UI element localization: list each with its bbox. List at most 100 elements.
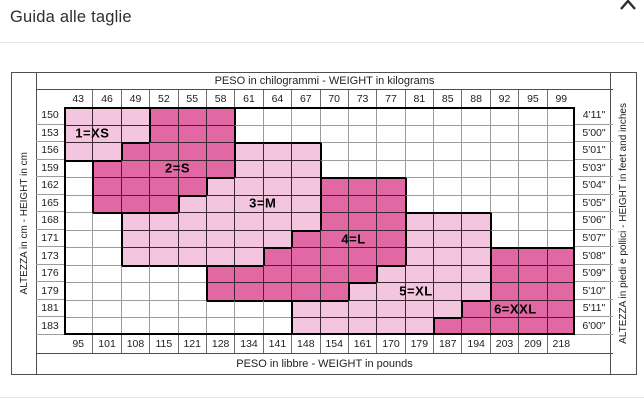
grid-cell — [120, 124, 150, 143]
grid-cell — [433, 124, 462, 143]
grid-cell — [376, 107, 405, 125]
grid-cell — [64, 229, 93, 248]
cm-value: 165 — [36, 195, 64, 213]
grid-cell — [205, 194, 235, 213]
grid-cell — [92, 229, 121, 248]
grid-cell — [347, 194, 377, 213]
grid-cell — [64, 124, 93, 143]
grid-cell — [149, 177, 178, 195]
grid-cell — [489, 107, 519, 125]
ftin-axis-column: 4'11" 5'00" 5'01" 5'03" 5'04" 5'05" 5'06" 5'07"… — [575, 107, 613, 335]
ftin-value: 5'00" — [575, 125, 613, 143]
grid-cell — [376, 229, 405, 248]
grid-cell — [347, 107, 377, 125]
grid-cell — [518, 177, 547, 195]
grid-cell — [518, 107, 547, 125]
grid-cell — [120, 247, 150, 265]
chevron-up-icon — [620, 0, 636, 10]
grid-cell — [546, 124, 575, 143]
grid-cell — [376, 282, 405, 300]
lb-value: 161 — [347, 335, 376, 353]
cm-value: 150 — [36, 107, 64, 125]
grid-cell — [291, 124, 320, 143]
lb-value: 203 — [489, 335, 518, 353]
grid-cell — [546, 229, 575, 248]
grid-cell — [518, 299, 547, 318]
kg-value: 95 — [518, 90, 546, 107]
grid-cell — [149, 299, 178, 318]
grid-cell — [64, 142, 93, 160]
size-zone-label: 1=XS — [75, 125, 110, 141]
grid-cell — [347, 247, 377, 265]
grid-cell — [205, 212, 235, 230]
grid-cell — [404, 159, 434, 178]
grid-cell — [120, 159, 150, 178]
cm-value: 171 — [36, 230, 64, 248]
grid-cell — [291, 317, 320, 335]
ftin-value: 5'09" — [575, 265, 613, 283]
kg-value: 85 — [433, 90, 461, 107]
grid-cell — [291, 264, 320, 283]
grid-cell — [64, 264, 93, 283]
grid-cell — [518, 317, 547, 335]
right-axis-label: ALTEZZA in piedi e pollici - HEIGHT in f… — [618, 103, 629, 344]
grid-cell — [489, 247, 519, 265]
collapse-button[interactable] — [617, 0, 639, 12]
grid-cell — [205, 282, 235, 300]
grid-cell — [234, 299, 263, 318]
lb-value: 187 — [433, 335, 461, 353]
grid-cell — [149, 282, 178, 300]
lb-value: 115 — [149, 335, 177, 353]
grid-cell — [404, 107, 434, 125]
grid-cell — [92, 194, 121, 213]
ftin-value: 5'06" — [575, 212, 613, 230]
lb-value: 141 — [262, 335, 291, 353]
ftin-value: 5'01" — [575, 142, 613, 160]
lb-value: 218 — [546, 335, 575, 353]
grid-cell — [149, 194, 178, 213]
grid-cell — [120, 317, 150, 335]
left-axis-label: ALTEZZA in cm - HEIGHT in cm — [18, 152, 30, 295]
grid-cell — [518, 264, 547, 283]
grid-cell — [149, 124, 178, 143]
grid-cell — [319, 229, 348, 248]
cm-value: 181 — [36, 300, 64, 318]
grid-cell — [92, 282, 121, 300]
grid-cell — [205, 124, 235, 143]
lb-value: 209 — [518, 335, 546, 353]
grid-cell — [404, 124, 434, 143]
grid-cell — [234, 229, 263, 248]
grid-cell — [347, 299, 377, 318]
grid-cell — [347, 264, 377, 283]
grid-cell — [205, 299, 235, 318]
grid-cell — [291, 229, 320, 248]
grid-cell — [404, 194, 434, 213]
grid-cell — [489, 282, 519, 300]
grid-cell — [376, 299, 405, 318]
grid-cell — [489, 317, 519, 335]
grid-cell — [205, 229, 235, 248]
page-header: Guida alle taglie — [0, 0, 644, 42]
grid-cell — [319, 299, 348, 318]
ftin-value: 6'00" — [575, 317, 613, 335]
grid-cell — [546, 317, 575, 335]
size-zone-label: 4=L — [341, 231, 366, 247]
lb-value: 154 — [319, 335, 348, 353]
grid-cell — [546, 194, 575, 213]
grid-cell — [376, 212, 405, 230]
grid-cell — [376, 124, 405, 143]
grid-cell — [234, 212, 263, 230]
grid-cell — [433, 317, 462, 335]
grid-cell — [92, 107, 121, 125]
kg-value: 77 — [376, 90, 404, 107]
grid-cell — [433, 107, 462, 125]
kg-value: 52 — [149, 90, 177, 107]
kg-value: 58 — [205, 90, 234, 107]
kg-value: 61 — [234, 90, 262, 107]
grid-cell — [64, 212, 93, 230]
lb-numbers-row: 95 101 108 115 121 128 134 141 148 154 161 170 179 18… — [64, 335, 575, 353]
lb-value: 128 — [205, 335, 234, 353]
grid-cell — [518, 194, 547, 213]
grid-cell — [262, 124, 292, 143]
kg-value: 88 — [461, 90, 489, 107]
